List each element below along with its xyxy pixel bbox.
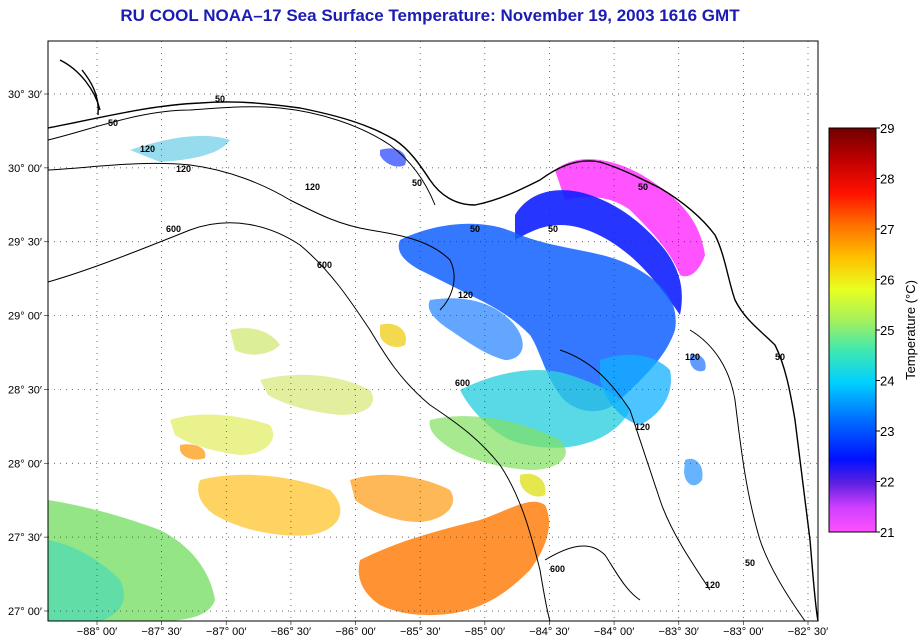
lon-label-8: −84° 00′	[594, 626, 634, 638]
sst-patch-blue-2	[428, 298, 523, 360]
contour-label-10: 120	[305, 182, 320, 192]
contour-label-13: 120	[635, 422, 650, 432]
sst-patch-speck-3	[180, 444, 206, 460]
sst-data-layer	[48, 135, 706, 621]
lat-label-2: 29° 30′	[8, 237, 42, 249]
lon-label-11: −82° 30′	[788, 626, 828, 638]
sst-patch-orange	[358, 501, 550, 616]
colorbar-tick-label-3: 24	[880, 374, 894, 389]
contour-50-line	[47, 106, 436, 206]
lon-label-10: −83° 00′	[723, 626, 763, 638]
lon-label-5: −85° 30′	[400, 626, 440, 638]
coastline	[47, 59, 819, 622]
contour-label-3: 50	[470, 224, 480, 234]
lon-label-1: −87° 30′	[141, 626, 181, 638]
lat-label-6: 27° 30′	[8, 532, 42, 544]
colorbar-tick-label-5: 26	[880, 273, 894, 288]
colorbar-tick-label-8: 29	[880, 121, 894, 136]
sst-patch-nw-cyan	[130, 135, 230, 162]
contour-label-8: 120	[140, 144, 155, 154]
contour-label-1: 50	[215, 94, 225, 104]
lon-label-0: −88° 00′	[77, 626, 117, 638]
contour-120-line	[47, 162, 455, 311]
lon-label-6: −85° 00′	[465, 626, 505, 638]
lon-label-3: −86° 30′	[271, 626, 311, 638]
sst-patch-magenta	[555, 159, 705, 277]
colorbar-tick-label-0: 21	[880, 525, 894, 540]
colorbar-title: Temperature (°C)	[903, 280, 918, 380]
contour-label-18: 600	[550, 564, 565, 574]
sst-patch-speck-2	[380, 323, 406, 347]
contour-120-east-line	[559, 349, 711, 591]
lon-label-9: −83° 30′	[659, 626, 699, 638]
sst-patch-speck-4	[520, 473, 546, 497]
lon-label-4: −86° 00′	[335, 626, 375, 638]
contour-label-6: 50	[745, 558, 755, 568]
lat-label-0: 30° 30′	[8, 89, 42, 101]
lon-label-2: −87° 00′	[206, 626, 246, 638]
contour-label-16: 600	[317, 260, 332, 270]
contour-label-11: 120	[458, 290, 473, 300]
lat-label-4: 28° 30′	[8, 384, 42, 396]
sst-patch-sw-cyan	[48, 540, 124, 621]
contour-600-east-line	[544, 545, 641, 601]
map-title: RU COOL NOAA–17 Sea Surface Temperature:…	[120, 6, 740, 25]
bathymetry-contours	[47, 106, 806, 622]
map-frame	[48, 41, 818, 621]
contour-label-5: 50	[638, 182, 648, 192]
lon-label-7: −84° 30′	[529, 626, 569, 638]
lat-label-3: 29° 00′	[8, 311, 42, 323]
map-border	[47, 40, 819, 622]
lat-label-7: 27° 00′	[8, 606, 42, 618]
colorbar-gradient	[828, 127, 877, 533]
coastline-bay-2	[81, 69, 99, 116]
contour-labels: 50 50 50 50 50 50 50 50 120 120 120 120 120 120 120 600…	[108, 94, 785, 590]
sst-patch-yellow-3	[260, 374, 374, 415]
colorbar-tick-label-7: 28	[880, 172, 894, 187]
contour-50-east-line	[689, 329, 806, 622]
sst-patch-cyan-2	[600, 354, 671, 425]
contour-label-4: 50	[548, 224, 558, 234]
graticule	[44, 41, 818, 625]
lat-label-5: 28° 00′	[8, 458, 42, 470]
coastline-main	[47, 101, 819, 622]
contour-label-9: 120	[176, 164, 191, 174]
sst-patch-yellow-2	[170, 414, 274, 455]
colorbar-ticks: 21 22 23 24 25 26 27 28 29	[876, 121, 894, 540]
longitude-labels: −88° 00′ −87° 30′ −87° 00′ −86° 30′ −86° 00′…	[77, 626, 828, 638]
lat-label-1: 30° 00′	[8, 163, 42, 175]
colorbar-tick-label-1: 22	[880, 475, 894, 490]
colorbar: 21 22 23 24 25 26 27 28 29 Temperature (°C)	[828, 121, 918, 540]
colorbar-tick-label-4: 25	[880, 323, 894, 338]
colorbar-tick-label-2: 23	[880, 424, 894, 439]
contour-label-0: 50	[108, 118, 118, 128]
latitude-labels: 30° 30′ 30° 00′ 29° 30′ 29° 00′ 28° 30′ 28° 0…	[8, 89, 42, 618]
sst-patch-darkblue	[515, 190, 682, 315]
contour-label-7: 50	[775, 352, 785, 362]
sst-patch-orange-2	[350, 474, 454, 522]
sst-patch-speck-6	[690, 354, 706, 372]
contour-label-15: 600	[166, 224, 181, 234]
colorbar-tick-label-6: 27	[880, 222, 894, 237]
contour-label-2: 50	[412, 178, 422, 188]
contour-label-14: 120	[705, 580, 720, 590]
contour-label-12: 120	[685, 352, 700, 362]
contour-600-line	[47, 222, 551, 622]
sst-patch-speck-5	[684, 458, 703, 486]
sst-patch-speck-1	[230, 328, 280, 355]
contour-label-17: 600	[455, 378, 470, 388]
sst-patch-yellow	[198, 474, 341, 536]
